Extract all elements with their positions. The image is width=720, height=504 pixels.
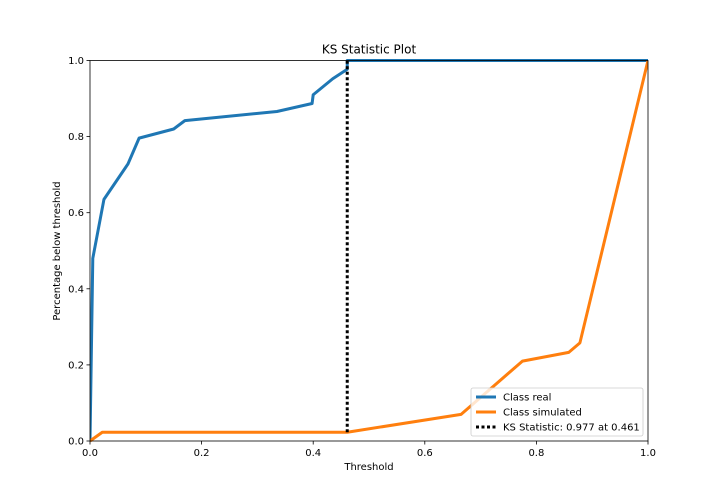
x-tick-label: 0.6 <box>417 448 433 459</box>
y-tick-label: 1.0 <box>68 56 84 67</box>
y-axis: 0.0 0.2 0.4 0.6 0.8 1.0 <box>68 56 90 448</box>
chart-title: KS Statistic Plot <box>322 43 417 57</box>
legend-label-class-real: Class real <box>503 393 551 404</box>
x-axis-label: Threshold <box>343 462 393 473</box>
legend-label-class-simulated: Class simulated <box>503 408 582 419</box>
y-axis-label: Percentage below threshold <box>52 181 63 320</box>
x-tick-label: 0.0 <box>82 448 98 459</box>
y-tick-label: 0.4 <box>68 284 84 295</box>
x-tick-label: 0.2 <box>194 448 210 459</box>
plot-area <box>90 59 648 443</box>
series-line-class-real <box>90 59 648 442</box>
x-tick-label: 0.4 <box>305 448 321 459</box>
series-line-class-simulated <box>90 60 648 443</box>
x-tick-label: 0.8 <box>528 448 544 459</box>
y-tick-label: 0.6 <box>68 208 84 219</box>
x-tick-label: 1.0 <box>640 448 656 459</box>
x-axis: 0.0 0.2 0.4 0.6 0.8 1.0 <box>82 441 656 459</box>
legend-label-ks-statistic: KS Statistic: 0.977 at 0.461 <box>503 423 640 434</box>
y-tick-label: 0.2 <box>68 360 84 371</box>
legend: Class real Class simulated KS Statistic:… <box>470 387 644 437</box>
legend-box <box>470 387 644 437</box>
y-tick-label: 0.0 <box>68 437 84 448</box>
plot-frame <box>89 60 649 442</box>
y-tick-label: 0.8 <box>68 132 84 143</box>
